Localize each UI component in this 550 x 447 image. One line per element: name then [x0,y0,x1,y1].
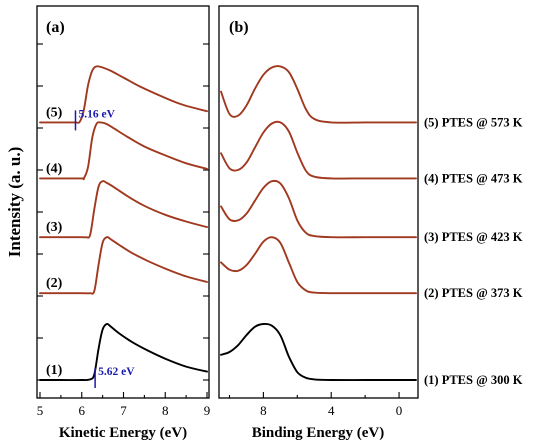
panel-a-curves [39,65,208,381]
binding-energy-curve [220,236,417,295]
x-tick-label: 8 [162,403,169,418]
x-tick-label: 5 [37,403,44,418]
x-tick-label: 8 [260,403,267,418]
x-tick-label: 6 [79,403,86,418]
panel-b-x-axis-label: Binding Energy (eV) [252,425,385,441]
x-tick-label: 4 [328,403,335,418]
x-tick-label: 9 [204,403,211,418]
series-label: (1) PTES @ 300 K [424,373,523,387]
onset-annotation: 5.62 eV [98,366,135,378]
x-tick-label: 7 [120,403,127,418]
series-label: (5) [46,105,63,120]
x-tick-label: 0 [396,403,403,418]
y-axis-label: Intensity (a. u.) [5,147,24,258]
kinetic-energy-curve [39,121,208,181]
series-label: (2) [46,276,63,291]
panel-a-x-ticks: 5 6 7 8 9 [37,392,211,418]
panel-b-x-ticks: 8 4 0 [228,392,403,418]
series-label: (3) PTES @ 423 K [424,230,523,244]
series-label: (1) [46,363,63,378]
panel-a-series-labels: (1) (2) (3) (4) (5) [46,105,63,378]
panel-b-frame [218,5,419,399]
panel-a-y-ticks [37,43,209,381]
panel-a-annotations: 5.16 eV 5.62 eV [74,108,135,388]
kinetic-energy-curve [39,180,208,239]
onset-annotation: 5.16 eV [78,108,115,120]
binding-energy-curve [220,120,417,180]
series-label: (5) PTES @ 573 K [424,115,523,129]
panel-a-label: (a) [46,19,65,36]
panel-b-label: (b) [229,19,249,36]
kinetic-energy-curve [39,65,208,124]
panel-b: (b) 8 4 0 (1) PTES @ 300 K (2) PTES @ 373 K… [218,5,523,441]
panel-a-frame [36,5,210,399]
series-label: (4) PTES @ 473 K [424,171,523,185]
panel-a: (a) 5 6 7 8 9 (1) (2) (3) (4) (5) 5.16 eV 5.62 eV… [36,5,211,441]
binding-energy-curve [220,179,417,239]
binding-energy-curve [220,65,417,124]
series-label: (4) [46,161,63,176]
series-label: (2) PTES @ 373 K [424,286,523,300]
panel-a-x-axis-label: Kinetic Energy (eV) [59,425,187,441]
binding-energy-curve [220,322,417,381]
kinetic-energy-curve [39,236,208,295]
panel-b-series-labels: (1) PTES @ 300 K (2) PTES @ 373 K (3) PTES… [424,115,523,387]
series-label: (3) [46,220,63,235]
panel-b-curves [220,65,417,381]
kinetic-energy-curve [39,322,208,381]
